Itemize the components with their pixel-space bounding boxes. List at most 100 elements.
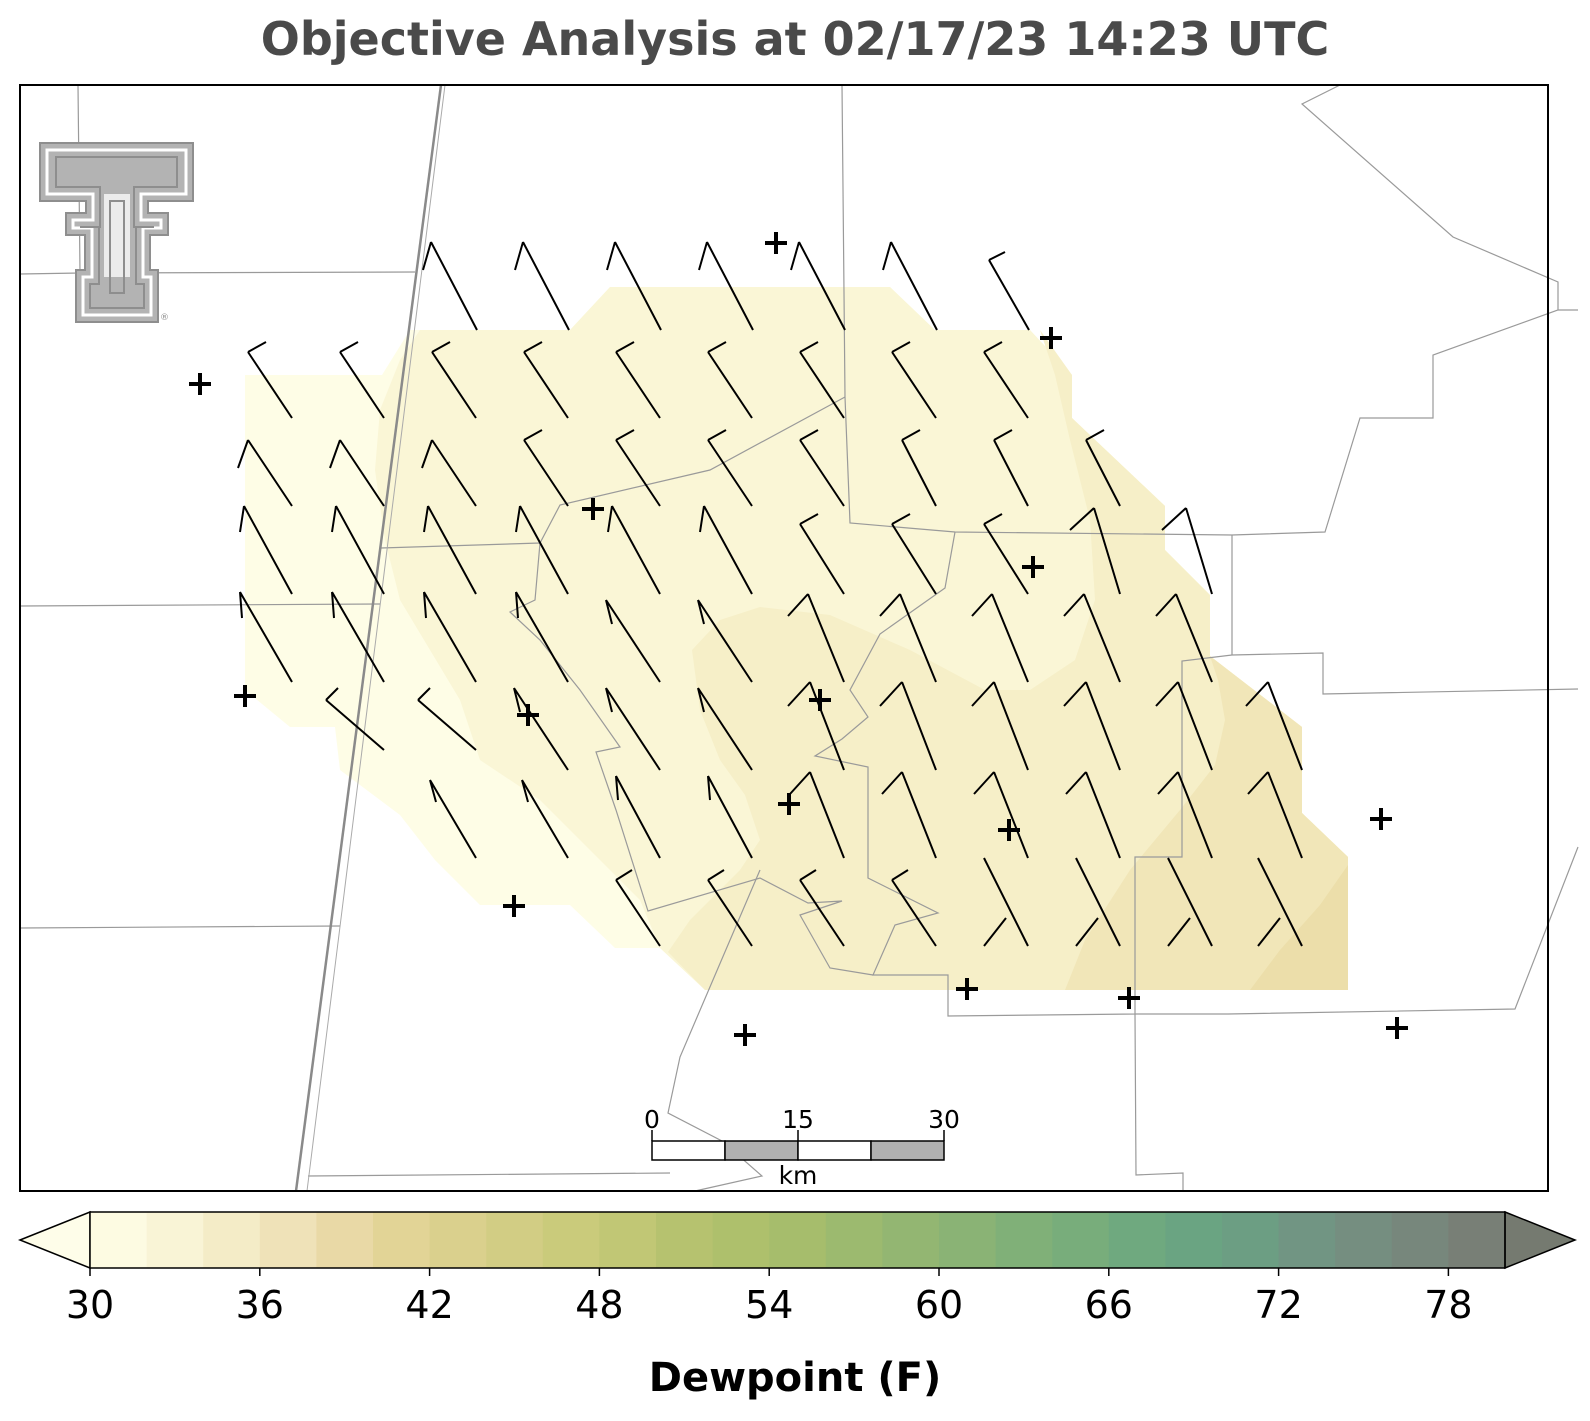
wind-barb <box>799 869 845 947</box>
station-markers <box>189 232 1408 1046</box>
colorbar-cell <box>995 1212 1053 1268</box>
colorbar-tick-label: 72 <box>1254 1283 1302 1327</box>
wind-barb <box>331 591 385 683</box>
boundary-line <box>667 869 764 1192</box>
station-marker <box>1118 987 1140 1009</box>
wind-barb <box>523 341 569 419</box>
wind-barb <box>513 687 569 771</box>
wind-barb <box>891 341 937 419</box>
colorbar-tick-label: 48 <box>575 1283 623 1327</box>
wind-barb <box>882 241 938 331</box>
wind-barb <box>431 341 477 419</box>
wind-barb <box>697 599 753 683</box>
scale-bar-label-15: 15 <box>782 1105 814 1134</box>
wind-barb <box>799 513 845 595</box>
wind-barb <box>879 681 937 771</box>
wind-barb <box>707 429 753 507</box>
wind-barb <box>1157 771 1213 859</box>
station-marker <box>582 498 604 520</box>
wind-barb-flag <box>1257 917 1281 947</box>
wind-barb <box>329 439 385 507</box>
wind-barb <box>325 687 385 751</box>
wind-barb <box>1257 857 1303 947</box>
wind-barb <box>606 241 662 331</box>
wind-barb <box>983 857 1029 947</box>
colorbar-cell <box>1052 1212 1110 1268</box>
scale-bar: 0 15 30 km <box>644 1105 960 1190</box>
colorbar-cell <box>146 1212 204 1268</box>
colorbar-cell <box>316 1212 374 1268</box>
wind-barb <box>971 681 1029 771</box>
scale-bar-unit: km <box>779 1161 818 1190</box>
colorbar-label: Dewpoint (F) <box>648 1355 942 1401</box>
wind-barb <box>971 593 1029 683</box>
colorbar-cell <box>769 1212 827 1268</box>
boundary-line <box>379 396 846 549</box>
highway-line <box>294 84 446 1192</box>
colorbar-tick-label: 54 <box>745 1283 793 1327</box>
colorbar-cell <box>1222 1212 1280 1268</box>
colorbar-cell <box>486 1212 544 1268</box>
scale-bar-label-30: 30 <box>928 1105 960 1134</box>
wind-barb <box>615 429 661 507</box>
colorbar-cell <box>259 1212 317 1268</box>
wind-barb <box>881 771 937 859</box>
colorbar-cell <box>203 1212 261 1268</box>
colorbar-tick-label: 78 <box>1424 1283 1472 1327</box>
wind-barb <box>1065 771 1121 859</box>
wind-barb <box>339 341 385 419</box>
scale-bar-label-0: 0 <box>644 1105 660 1134</box>
station-marker <box>998 819 1020 841</box>
station-marker <box>189 373 211 395</box>
dewpoint-fill <box>245 287 1348 990</box>
colorbar-cell <box>939 1212 997 1268</box>
wind-barb-flag <box>1075 917 1099 947</box>
station-marker <box>765 232 787 254</box>
colorbar-tick-label: 60 <box>915 1283 963 1327</box>
page-title: Objective Analysis at 02/17/23 14:23 UTC <box>260 12 1330 66</box>
wind-barb <box>787 593 845 683</box>
boundary-line <box>841 84 1559 536</box>
station-marker <box>1386 1017 1408 1039</box>
wind-barb <box>983 513 1029 595</box>
wind-barb <box>422 241 478 331</box>
colorbar-cells <box>90 1212 1506 1268</box>
wind-barb <box>1167 857 1213 947</box>
colorbar: 30 36 42 48 54 60 66 72 78 <box>17 1210 1578 1327</box>
wind-barb <box>421 439 477 507</box>
wind-barb <box>1161 507 1213 595</box>
colorbar-cell <box>1278 1212 1336 1268</box>
colorbar-cell <box>1108 1212 1166 1268</box>
map-frame <box>19 84 1549 1192</box>
boundary-line <box>19 925 341 929</box>
wind-barb <box>615 775 661 859</box>
wind-barb <box>515 591 569 683</box>
station-marker <box>1040 327 1062 349</box>
colorbar-over-arrow <box>1504 1210 1578 1270</box>
wind-barbs <box>237 241 1303 947</box>
station-marker <box>778 793 800 815</box>
colorbar-cell <box>825 1212 883 1268</box>
wind-barb <box>1247 771 1303 859</box>
station-marker <box>1022 556 1044 578</box>
boundary-line <box>508 542 874 976</box>
colorbar-cell <box>1391 1212 1449 1268</box>
colorbar-cell <box>429 1212 487 1268</box>
station-marker <box>234 685 256 707</box>
wind-barb <box>1069 507 1121 595</box>
wind-barb <box>605 687 661 771</box>
colorbar-ticks: 30 36 42 48 54 60 66 72 78 <box>66 1268 1473 1327</box>
wind-barb <box>1063 681 1121 771</box>
wind-barb <box>973 771 1029 859</box>
wind-barb-flag <box>1167 917 1191 947</box>
wind-barb <box>891 513 937 595</box>
station-marker <box>734 1024 756 1046</box>
wind-barb <box>799 429 845 507</box>
colorbar-cell <box>1448 1212 1506 1268</box>
colorbar-cell <box>373 1212 431 1268</box>
wind-barb <box>429 779 477 859</box>
station-marker <box>503 895 525 917</box>
wind-barb-flag <box>983 917 1007 947</box>
wind-barb <box>423 591 477 683</box>
wind-barb <box>1075 857 1121 947</box>
